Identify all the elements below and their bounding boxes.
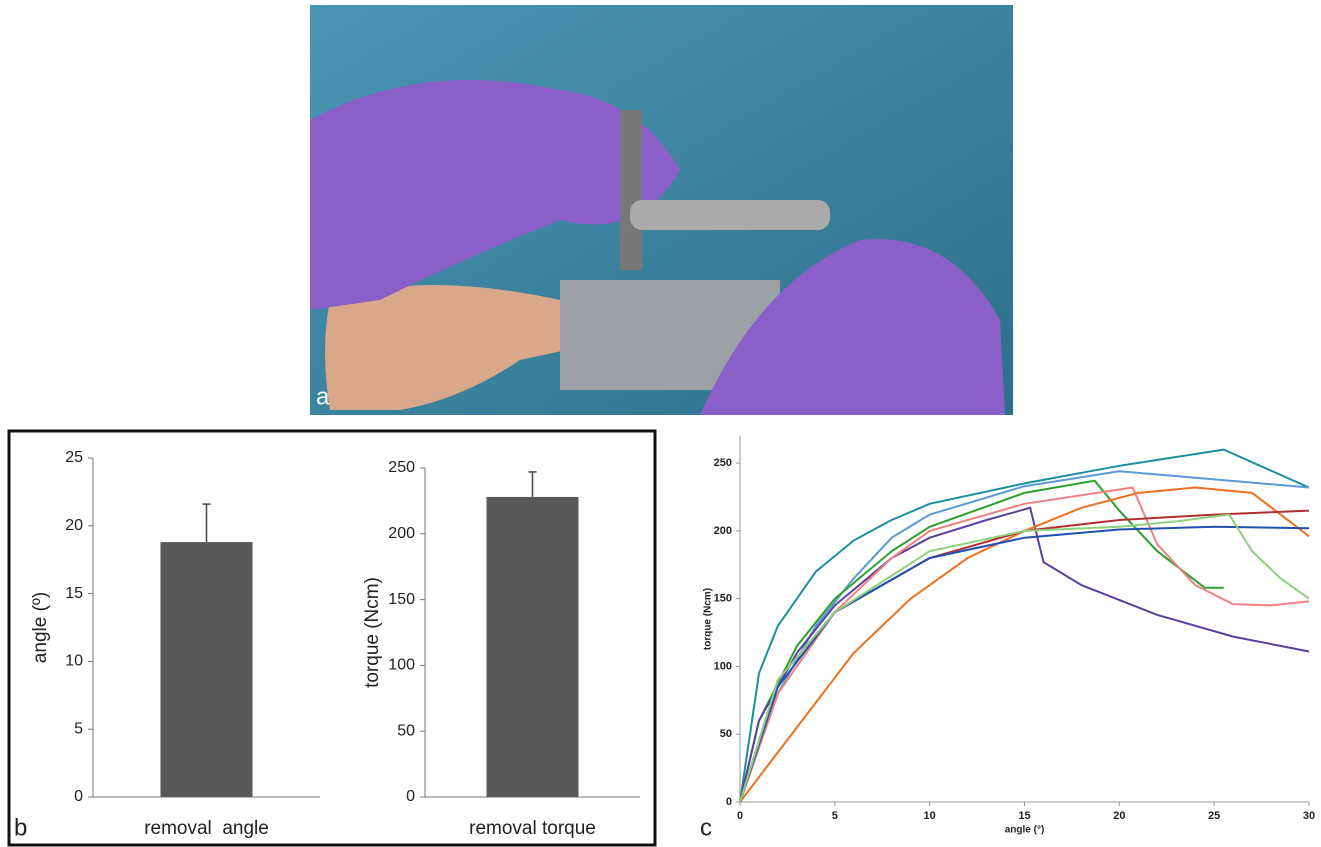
photo bbox=[310, 5, 1013, 415]
line-series bbox=[740, 527, 1309, 802]
panel-label: b bbox=[14, 814, 27, 841]
y-tick-label: 10 bbox=[65, 653, 83, 670]
y-tick-label: 0 bbox=[74, 788, 83, 805]
x-tick-label: 25 bbox=[1208, 810, 1220, 822]
line-series bbox=[740, 511, 1309, 802]
y-axis-label: torque (Ncm) bbox=[703, 588, 714, 650]
line-series bbox=[740, 515, 1309, 802]
bar bbox=[487, 497, 579, 797]
panel-label: a bbox=[316, 383, 330, 410]
y-tick-label: 150 bbox=[714, 593, 732, 605]
y-tick-label: 150 bbox=[388, 591, 415, 608]
x-tick-label: removal angle bbox=[144, 818, 269, 839]
x-tick-label: removal torque bbox=[469, 818, 596, 839]
y-tick-label: 200 bbox=[388, 525, 415, 542]
y-axis-label: angle (º) bbox=[30, 592, 51, 663]
y-axis-label: torque (Ncm) bbox=[362, 577, 383, 688]
x-axis-label: angle (°) bbox=[1005, 825, 1045, 836]
y-tick-label: 20 bbox=[65, 517, 83, 534]
y-tick-label: 25 bbox=[65, 449, 83, 466]
y-tick-label: 50 bbox=[720, 728, 732, 740]
y-tick-label: 250 bbox=[388, 459, 415, 476]
line-series bbox=[740, 488, 1309, 803]
y-tick-label: 50 bbox=[397, 722, 415, 739]
y-tick-label: 5 bbox=[74, 720, 83, 737]
y-tick-label: 0 bbox=[406, 788, 415, 805]
x-tick-label: 15 bbox=[1018, 810, 1030, 822]
y-tick-label: 250 bbox=[714, 457, 732, 469]
panel-label: c bbox=[700, 814, 712, 841]
x-tick-label: 30 bbox=[1303, 810, 1315, 822]
x-tick-label: 5 bbox=[832, 810, 838, 822]
y-tick-label: 0 bbox=[726, 796, 732, 808]
x-tick-label: 0 bbox=[737, 810, 743, 822]
y-tick-label: 100 bbox=[388, 657, 415, 674]
line-series bbox=[740, 488, 1309, 803]
figure: a b c 0 5 10 15 20 25 angle (º) removal angle 0 5… bbox=[0, 0, 1321, 847]
x-tick-label: 20 bbox=[1113, 810, 1125, 822]
x-tick-label: 10 bbox=[924, 810, 936, 822]
line-series bbox=[740, 508, 1309, 802]
bar bbox=[161, 542, 253, 797]
y-tick-label: 200 bbox=[714, 525, 732, 537]
line-series bbox=[740, 471, 1309, 802]
y-tick-label: 100 bbox=[714, 660, 732, 672]
y-tick-label: 15 bbox=[65, 585, 83, 602]
